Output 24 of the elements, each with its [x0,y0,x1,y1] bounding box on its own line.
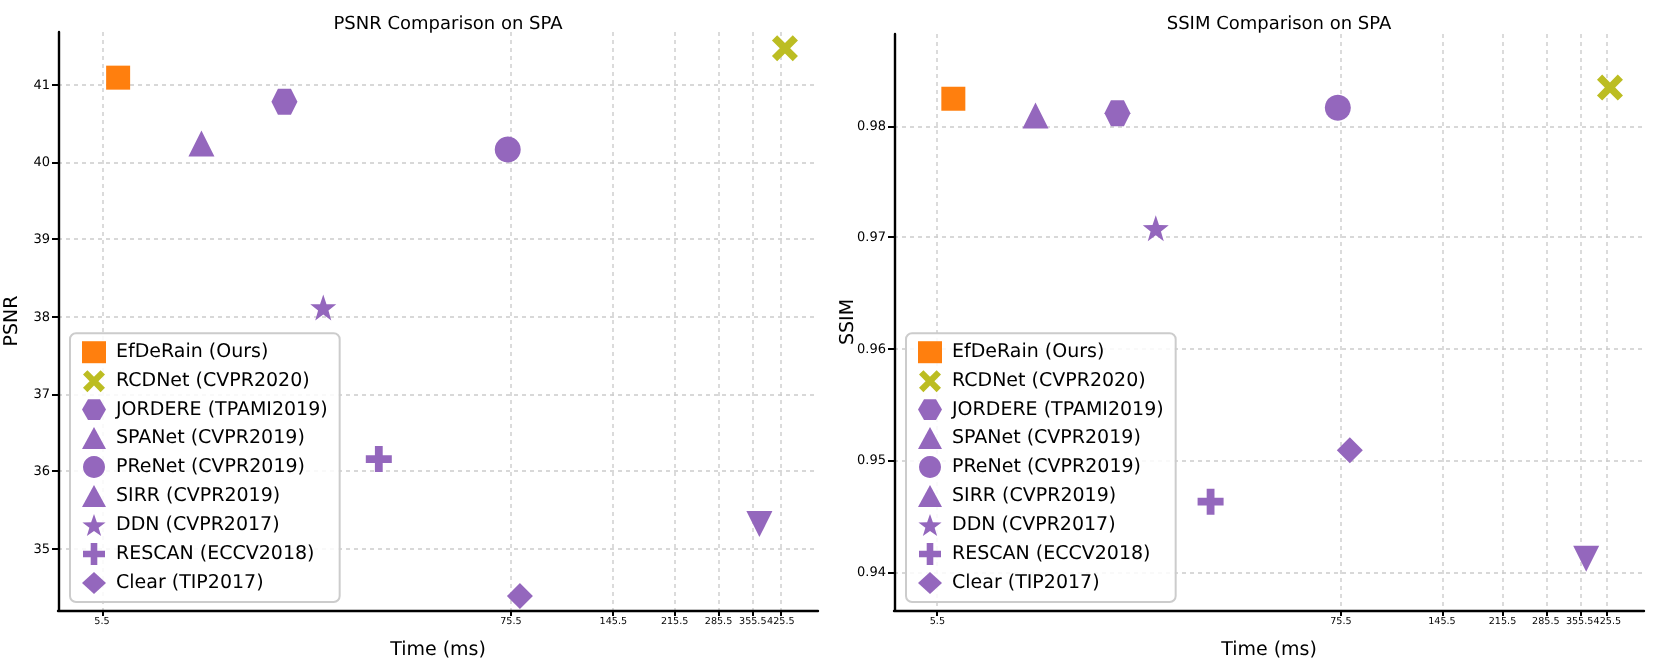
legend-label: SIRR (CVPR2019) [116,485,281,507]
legend-label: RCDNet (CVPR2020) [952,370,1146,393]
legend-label: EfDeRain (Ours) [952,341,1105,364]
legend-label: DDN (CVPR2017) [952,514,1116,536]
legend-label: EfDeRain (Ours) [116,341,269,364]
legend-label: PReNet (CVPR2019) [116,456,305,478]
legend-label: Clear (TIP2017) [116,572,264,594]
x-axis-title: Time (ms) [1219,639,1317,661]
legend-label: SPANet (CVPR2019) [952,427,1141,449]
legend-label: PReNet (CVPR2019) [952,456,1141,478]
legend-label: SIRR (CVPR2019) [952,485,1117,507]
legend-label: RCDNet (CVPR2020) [116,370,310,393]
legend-label: JORDERE (TPAMI2019) [114,398,328,421]
legend-label: RESCAN (ECCV2018) [116,543,315,565]
legend-label: DDN (CVPR2017) [116,514,280,536]
legend-label: SPANet (CVPR2019) [116,427,305,449]
chart-title: SSIM Comparison on SPA [1166,15,1393,35]
legend-label: JORDERE (TPAMI2019) [950,398,1164,421]
x-axis-title: Time (ms) [388,639,486,661]
y-axis-title: SSIM [837,298,859,346]
chart-title: PSNR Comparison on SPA [333,15,565,35]
legend-label: RESCAN (ECCV2018) [952,543,1151,565]
y-axis-title: PSNR [1,294,23,347]
legend-label: Clear (TIP2017) [952,572,1100,594]
